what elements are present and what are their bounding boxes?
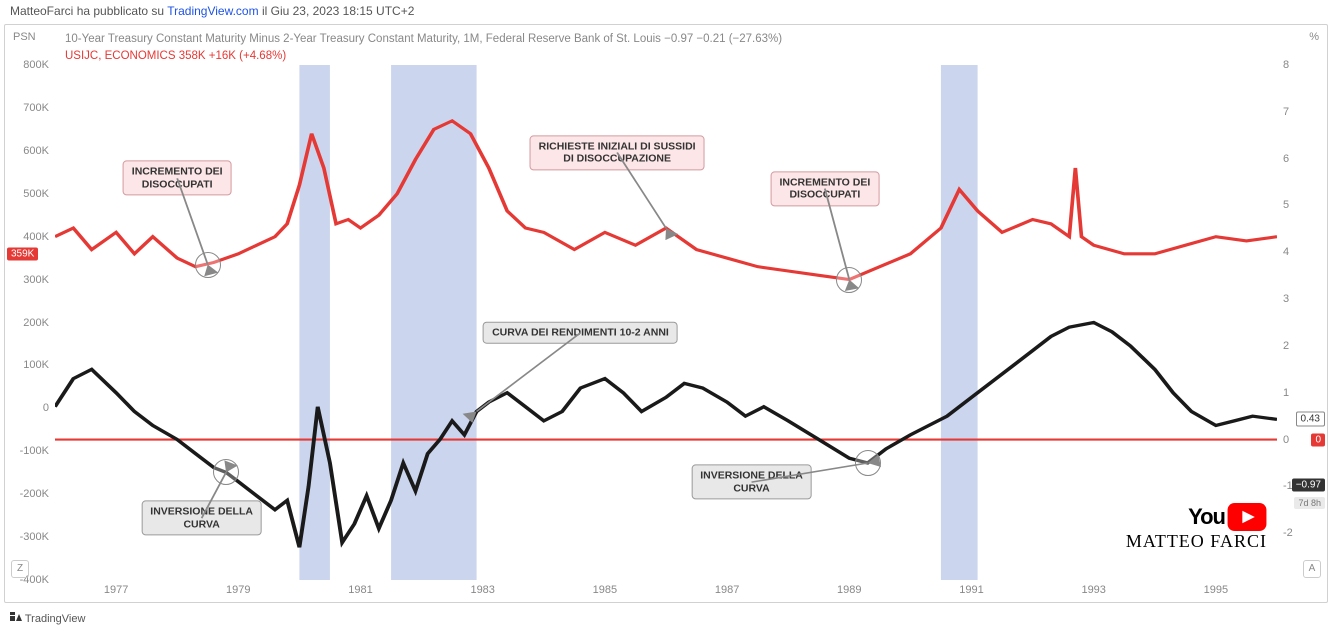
ytick-left: 100K [23, 359, 49, 371]
highlight-circle [836, 267, 862, 293]
ytick-right: 8 [1283, 59, 1289, 71]
auto-button[interactable]: A [1303, 560, 1321, 578]
tradingview-icon [10, 612, 22, 624]
ytick-left: -100K [20, 445, 49, 457]
left-axis-unit: PSN [13, 31, 36, 43]
ytick-left: 800K [23, 59, 49, 71]
annotation-callout[interactable]: INVERSIONE DELLACURVA [691, 465, 812, 500]
ytick-right: 7 [1283, 106, 1289, 118]
publish-header: MatteoFarci ha pubblicato su TradingView… [0, 0, 1332, 22]
xtick: 1983 [470, 584, 494, 596]
ytick-right: 3 [1283, 293, 1289, 305]
left-y-axis: -400K-300K-200K-100K0100K200K300K400K500… [5, 65, 53, 580]
price-badge-right: −0.97 [1292, 478, 1325, 491]
annotation-callout[interactable]: INVERSIONE DELLACURVA [141, 501, 262, 536]
x-axis: 1977 1979 1981 1983 1985 1987 1989 1991 1993 1995 [55, 582, 1277, 602]
price-badge-left: 359K [7, 248, 38, 261]
ytick-left: 300K [23, 274, 49, 286]
price-badge-right: 0.43 [1296, 412, 1325, 427]
highlight-circle [195, 252, 221, 278]
ytick-right: 0 [1283, 434, 1289, 446]
ytick-right: 5 [1283, 199, 1289, 211]
xtick: 1995 [1204, 584, 1228, 596]
annotation-callout[interactable]: INCREMENTO DEIDISOCCUPATI [770, 171, 879, 206]
xtick: 1977 [104, 584, 128, 596]
price-badge-right: 0 [1311, 433, 1325, 446]
ytick-left: 400K [23, 231, 49, 243]
ytick-left: 500K [23, 188, 49, 200]
ytick-left: 200K [23, 317, 49, 329]
publish-date: Giu 23, 2023 18:15 UTC+2 [271, 4, 415, 18]
ytick-right: 1 [1283, 387, 1289, 399]
ytick-right: 6 [1283, 153, 1289, 165]
site-link[interactable]: TradingView.com [167, 4, 258, 18]
ytick-left: -300K [20, 531, 49, 543]
xtick: 1987 [715, 584, 739, 596]
xtick: 1979 [226, 584, 250, 596]
ytick-left: 700K [23, 102, 49, 114]
highlight-circle [855, 450, 881, 476]
xtick: 1993 [1081, 584, 1105, 596]
xtick: 1989 [837, 584, 861, 596]
ytick-right: 4 [1283, 246, 1289, 258]
youtube-icon [1227, 503, 1267, 531]
annotation-callout[interactable]: CURVA DEI RENDIMENTI 10-2 ANNI [483, 322, 678, 345]
price-badge-right: 7d 8h [1294, 497, 1325, 509]
zoom-out-button[interactable]: Z [11, 560, 29, 578]
ytick-right: -2 [1283, 527, 1293, 539]
xtick: 1985 [593, 584, 617, 596]
symbol-info: 10-Year Treasury Constant Maturity Minus… [65, 31, 782, 66]
ytick-left: 600K [23, 145, 49, 157]
ytick-left: -200K [20, 488, 49, 500]
annotation-callout[interactable]: RICHIESTE INIZIALI DI SUSSIDIDI DISOCCUP… [530, 135, 705, 170]
author: MatteoFarci [10, 4, 73, 18]
youtube-brand: You MATTEO FARCI [1126, 503, 1267, 552]
annotation-callout[interactable]: INCREMENTO DEIDISOCCUPATI [123, 161, 232, 196]
chart-container: PSN % 10-Year Treasury Constant Maturity… [4, 24, 1328, 603]
xtick: 1981 [348, 584, 372, 596]
right-axis-unit: % [1309, 31, 1319, 43]
xtick: 1991 [959, 584, 983, 596]
ytick-left: 0 [43, 402, 49, 414]
tradingview-footer: TradingView [10, 612, 85, 625]
highlight-circle [213, 459, 239, 485]
ytick-right: 2 [1283, 340, 1289, 352]
